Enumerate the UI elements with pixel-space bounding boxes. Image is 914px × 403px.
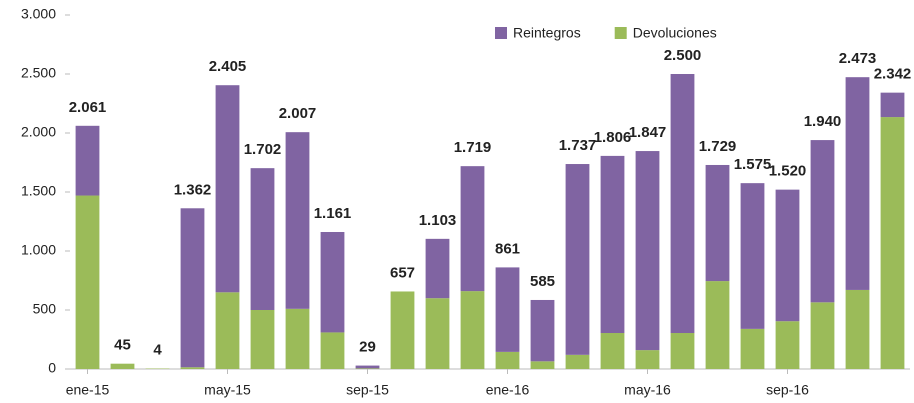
data-label: 2.061 xyxy=(69,99,107,116)
y-tick-label: 3.000 xyxy=(21,6,56,22)
bar-segment xyxy=(75,125,100,196)
data-label: 4 xyxy=(153,341,162,358)
x-tick-label: ene-15 xyxy=(66,382,110,398)
bar-segment xyxy=(845,77,870,290)
bar-segment xyxy=(740,328,765,369)
bar-segment xyxy=(810,302,835,369)
data-label: 1.729 xyxy=(699,138,737,155)
bar-segment xyxy=(600,155,625,334)
legend-swatch xyxy=(614,27,627,39)
y-tick-label: 2.000 xyxy=(21,124,56,140)
bar-segment xyxy=(285,308,310,369)
x-tick-label: may-15 xyxy=(204,382,251,398)
bar-segment xyxy=(495,267,520,352)
data-label: 1.847 xyxy=(629,124,667,141)
data-label: 1.520 xyxy=(769,163,807,180)
x-tick-label: ene-16 xyxy=(486,382,530,398)
data-label: 2.405 xyxy=(209,58,247,75)
bar-segment xyxy=(670,333,695,369)
y-tick-label: 1.500 xyxy=(21,183,56,199)
bar-segment xyxy=(75,195,100,369)
bar-segment xyxy=(880,92,905,118)
bar-segment xyxy=(565,164,590,355)
bar-segment xyxy=(250,168,275,310)
bar-segment xyxy=(635,151,660,351)
bar-segment xyxy=(635,350,660,369)
data-label: 861 xyxy=(495,240,520,257)
bar-segment xyxy=(530,299,555,362)
bar-segment xyxy=(530,361,555,369)
bar-segment xyxy=(180,208,205,368)
bar-segment xyxy=(705,281,730,369)
bar-segment xyxy=(250,310,275,369)
legend-label: Reintegros xyxy=(513,25,581,41)
bar-segment xyxy=(320,232,345,333)
data-label: 2.473 xyxy=(839,50,877,67)
bar-segment xyxy=(425,298,450,369)
bar-segment xyxy=(600,333,625,369)
bar-segment xyxy=(390,291,415,369)
bar-segment xyxy=(845,289,870,369)
bar-segment xyxy=(285,132,310,309)
data-label: 29 xyxy=(359,339,376,356)
bar-segment xyxy=(880,117,905,369)
y-tick-label: 500 xyxy=(33,301,57,317)
legend-swatch xyxy=(495,27,507,39)
bar-segment xyxy=(565,354,590,369)
bar-segment xyxy=(670,74,695,334)
data-label: 2.007 xyxy=(279,105,317,122)
data-label: 2.500 xyxy=(664,47,702,64)
data-label: 1.575 xyxy=(734,156,772,173)
bar-segment xyxy=(775,321,800,369)
bar-segment xyxy=(215,292,240,369)
bar-segment xyxy=(215,85,240,293)
data-label: 1.737 xyxy=(559,137,597,154)
bar-segment xyxy=(460,166,485,292)
y-tick-label: 2.500 xyxy=(21,65,56,81)
data-label: 2.342 xyxy=(874,66,912,83)
x-tick-label: sep-15 xyxy=(346,382,389,398)
bar-segment xyxy=(425,238,450,299)
data-label: 1.719 xyxy=(454,139,492,156)
bar-segment xyxy=(460,291,485,369)
bar-segment xyxy=(110,363,135,369)
data-label: 1.940 xyxy=(804,113,842,130)
bar-segment xyxy=(775,189,800,322)
data-label: 1.362 xyxy=(174,181,212,198)
bar-segment xyxy=(355,365,380,369)
y-tick-label: 1.000 xyxy=(21,242,56,258)
data-label: 585 xyxy=(530,273,555,290)
bar-segment xyxy=(320,332,345,369)
bar-segment xyxy=(740,183,765,329)
bar-segment xyxy=(495,351,520,369)
data-label: 1.161 xyxy=(314,205,352,222)
bar-segment xyxy=(705,164,730,282)
x-tick-label: sep-16 xyxy=(766,382,809,398)
y-tick-label: 0 xyxy=(48,360,56,376)
data-label: 1.702 xyxy=(244,141,282,158)
legend-label: Devoluciones xyxy=(633,25,717,41)
bar-segment xyxy=(810,140,835,303)
bar-segment xyxy=(355,368,380,369)
data-label: 1.806 xyxy=(594,129,632,146)
data-label: 45 xyxy=(114,337,131,354)
x-tick-label: may-16 xyxy=(624,382,671,398)
data-label: 1.103 xyxy=(419,212,457,229)
bar-segment xyxy=(180,367,205,369)
data-label: 657 xyxy=(390,264,415,281)
